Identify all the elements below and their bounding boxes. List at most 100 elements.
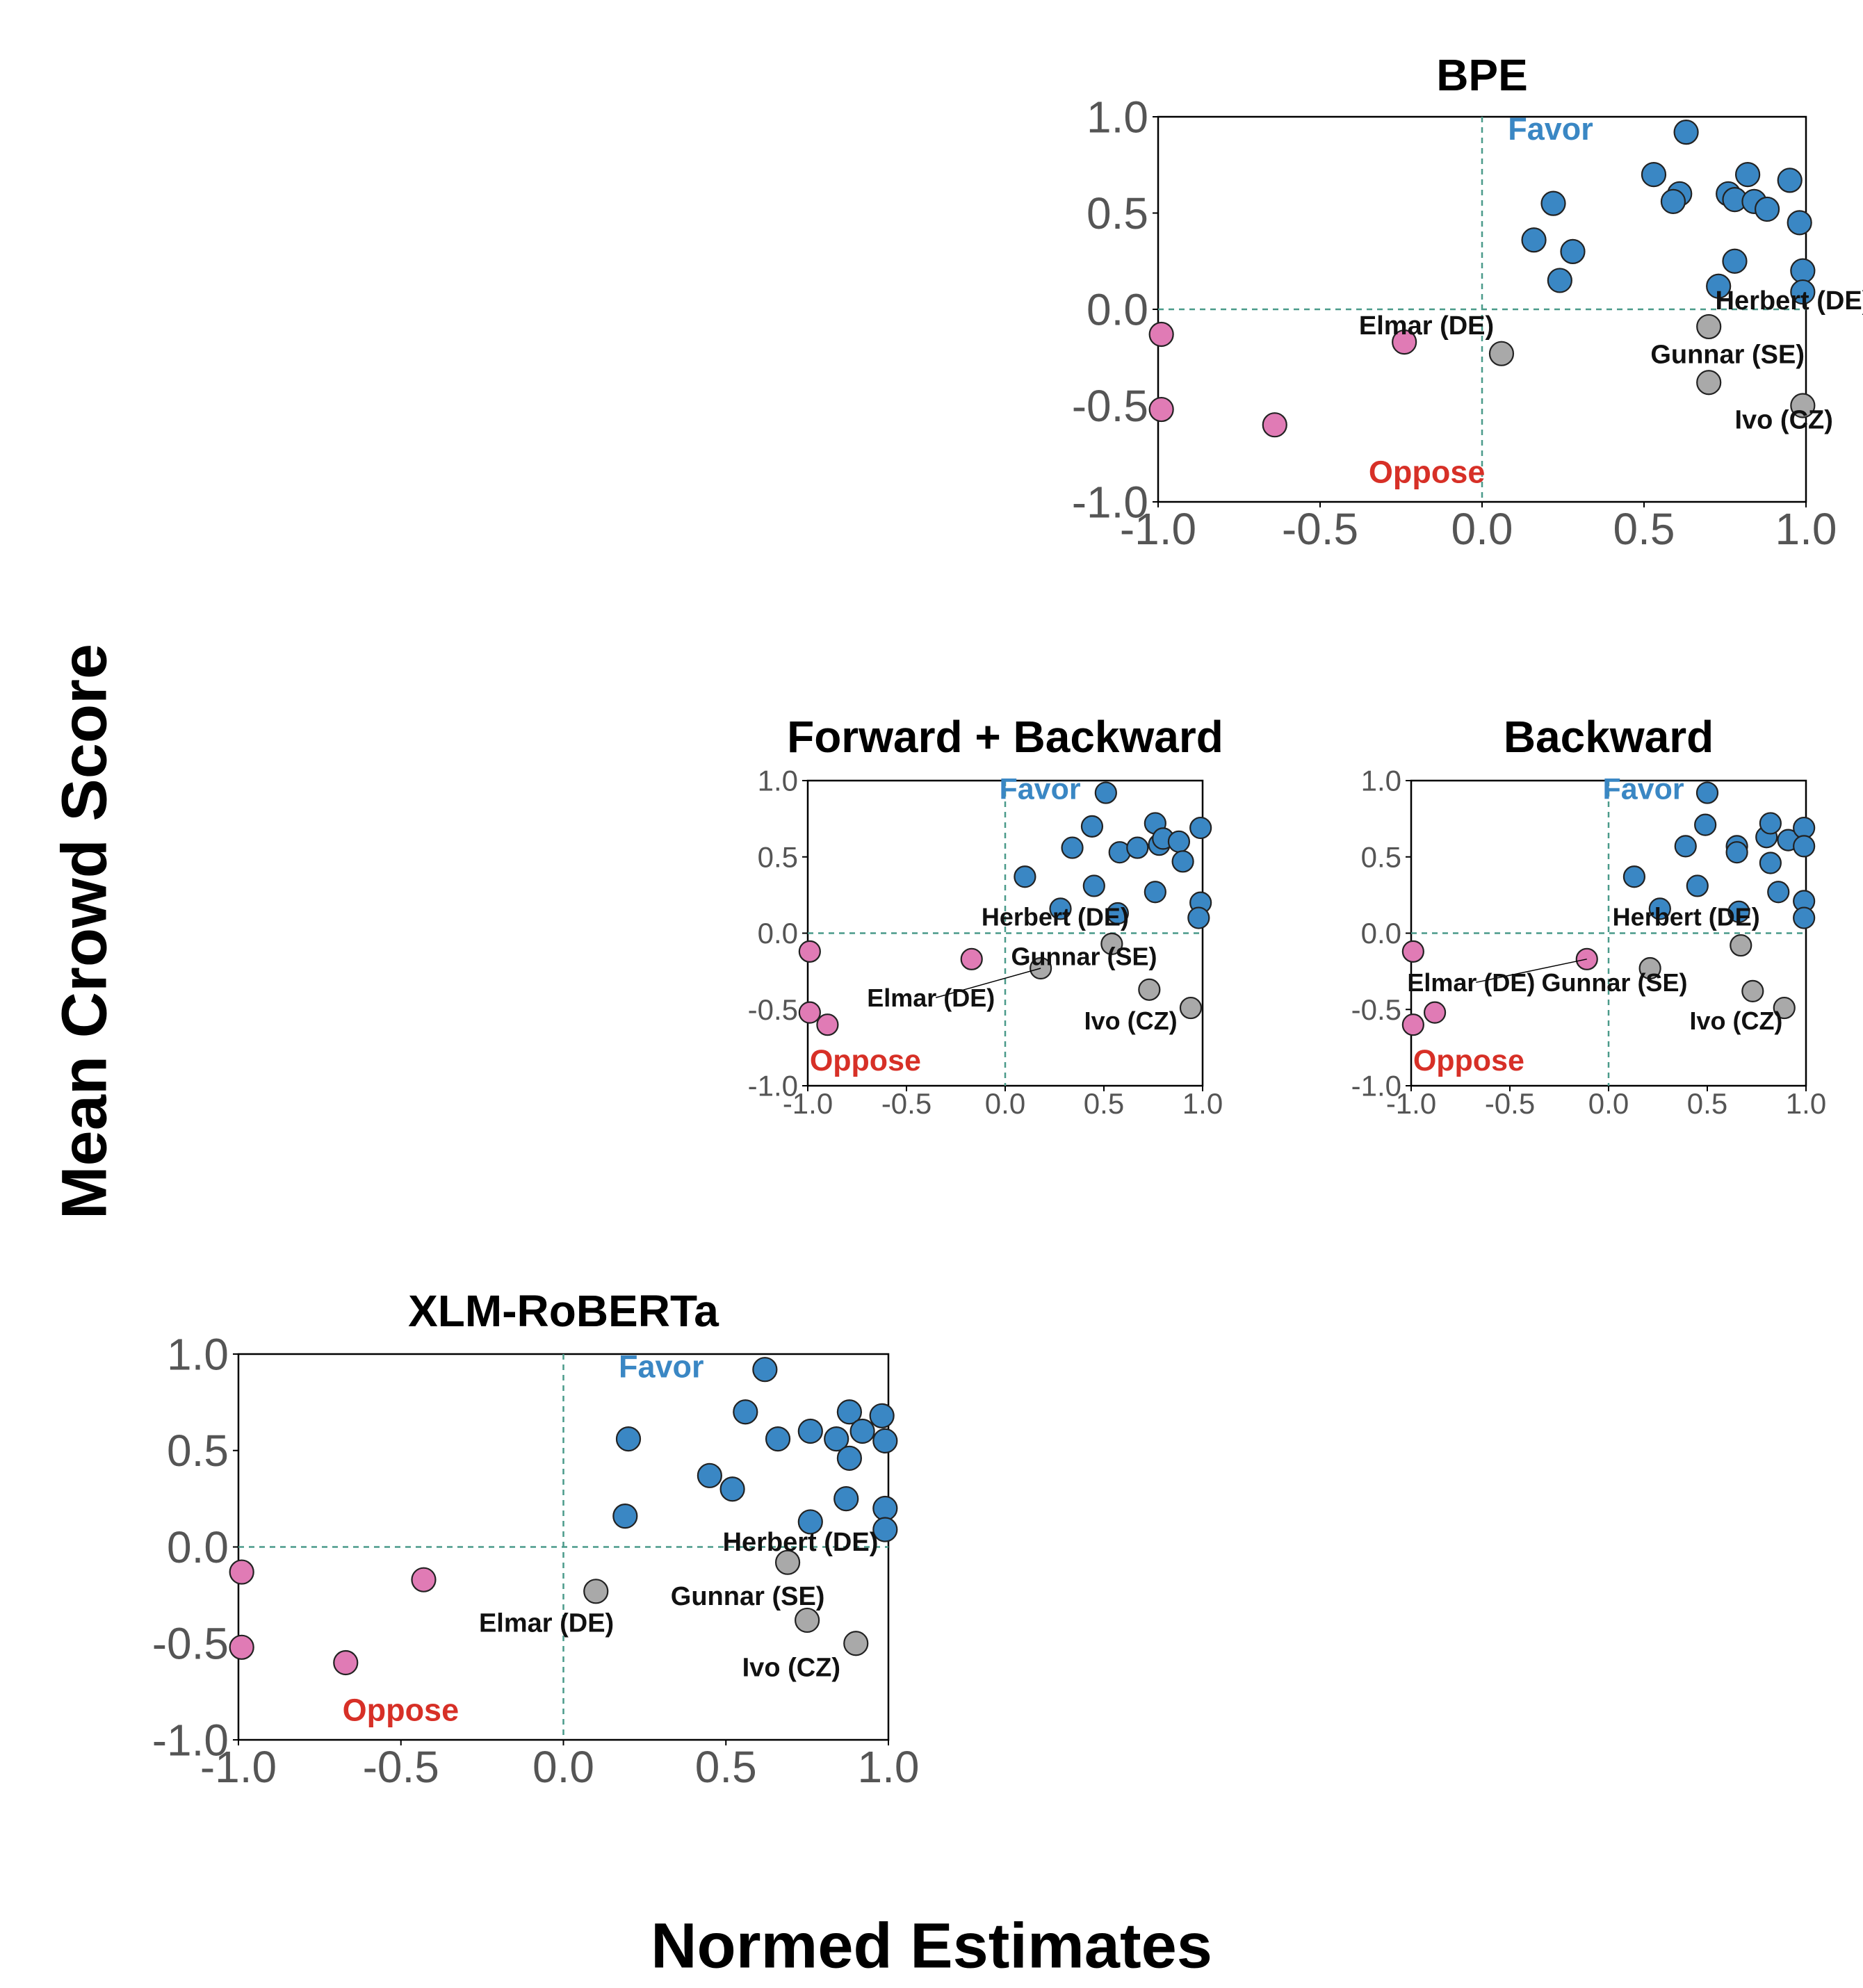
point-annotation: Herbert (DE) [723,1528,879,1557]
favor-point [733,1399,758,1425]
chart-title: XLM-RoBERTa [408,1286,719,1336]
neutral-point [795,1607,820,1633]
favor-point [1014,865,1036,888]
chart-title: Forward + Backward [787,712,1223,762]
y-tick-label: 1.0 [1087,92,1148,142]
favor-point [1787,210,1812,236]
favor-point [1793,835,1816,858]
favor-label: Favor [1602,772,1684,806]
y-tick-label: -0.5 [1351,993,1401,1026]
favor-point [697,1463,722,1488]
x-tick-label: -0.5 [363,1742,439,1792]
favor-point [1706,273,1732,299]
favor-point [872,1428,898,1453]
x-tick-label: -1.0 [1386,1087,1436,1120]
y-tick-label: -0.5 [152,1619,229,1669]
point-annotation: Ivo (CZ) [1734,406,1832,435]
x-tick-label: 0.5 [1687,1087,1727,1120]
favor-point [1547,268,1572,293]
oppose-point [411,1567,437,1592]
favor-point [836,1445,863,1471]
favor-point [1793,906,1816,929]
oppose-point [1262,412,1287,438]
y-tick-label: 1.0 [167,1329,229,1379]
neutral-point [1696,313,1722,340]
oppose-point [816,1013,839,1036]
favor-point [1521,227,1547,253]
favor-point [765,1426,791,1452]
x-tick-label: 0.0 [1588,1087,1629,1120]
point-annotation: Herbert (DE) [982,903,1129,931]
favor-point [1540,190,1566,216]
favor-point [1759,812,1782,835]
favor-point [1759,852,1782,874]
neutral-point [1790,393,1816,418]
oppose-point [798,940,821,963]
favor-point [1777,168,1803,193]
neutral-point [1773,996,1796,1020]
favor-point [1061,836,1084,859]
favor-point [1790,279,1816,305]
neutral-point [843,1631,869,1656]
favor-point [1167,830,1191,853]
oppose-point [1148,321,1174,348]
neutral-point [1179,996,1203,1020]
favor-point [1049,897,1072,920]
oppose-point [798,1001,821,1024]
neutral-point [1638,956,1661,980]
favor-point [797,1509,823,1535]
favor-label: Favor [619,1349,704,1384]
x-tick-label: -0.5 [1485,1087,1535,1120]
x-tick-label: 1.0 [1182,1087,1223,1120]
y-tick-label: 1.0 [758,765,798,797]
point-annotation: Elmar (DE) [867,984,995,1012]
favor-point [1660,188,1686,214]
neutral-point [583,1579,609,1604]
x-tick-label: 1.0 [1775,504,1837,554]
oppose-point [1401,1013,1424,1036]
x-tick-label: 0.5 [1613,504,1675,554]
favor-point [1648,897,1671,920]
y-tick-label: 0.5 [1361,840,1401,873]
oppose-point [1148,396,1174,423]
favor-point [1622,865,1646,888]
x-tick-label: 0.5 [695,1742,757,1792]
favor-point [719,1476,745,1502]
oppose-point [1401,940,1424,963]
favor-point [836,1399,863,1425]
favor-point [752,1357,778,1383]
favor-point [797,1418,823,1444]
neutral-point [1696,370,1722,396]
y-tick-label: -1.0 [748,1070,798,1102]
favor-point [1641,162,1667,188]
favor-point [1171,850,1194,873]
favor-point [1126,836,1149,859]
favor-point [1094,781,1117,804]
favor-point [1080,815,1104,838]
neutral-point [1730,934,1752,957]
favor-point [872,1517,898,1542]
favor-point [1722,248,1748,274]
point-annotation: Herbert (DE) [1716,286,1863,316]
favor-label: Favor [999,772,1080,806]
oppose-label: Oppose [343,1692,459,1727]
chart-title: Backward [1504,712,1714,762]
annotation-connector [1476,959,1587,984]
point-annotation: Elmar (DE) [1407,968,1535,997]
oppose-label: Oppose [810,1044,921,1077]
y-tick-label: 0.0 [758,917,798,950]
favor-point [1082,874,1105,897]
y-tick-label: -1.0 [152,1715,229,1765]
x-tick-label: 0.0 [532,1742,594,1792]
x-tick-label: 0.0 [1451,504,1513,554]
favor-point [615,1426,642,1452]
favor-point [1754,196,1780,222]
favor-point [824,1426,849,1452]
point-annotation: Herbert (DE) [1613,903,1760,931]
favor-point [1686,874,1709,897]
favor-label: Favor [1508,111,1593,147]
y-tick-label: 0.5 [758,840,798,873]
neutral-point [1100,932,1123,955]
oppose-point [1392,329,1417,355]
